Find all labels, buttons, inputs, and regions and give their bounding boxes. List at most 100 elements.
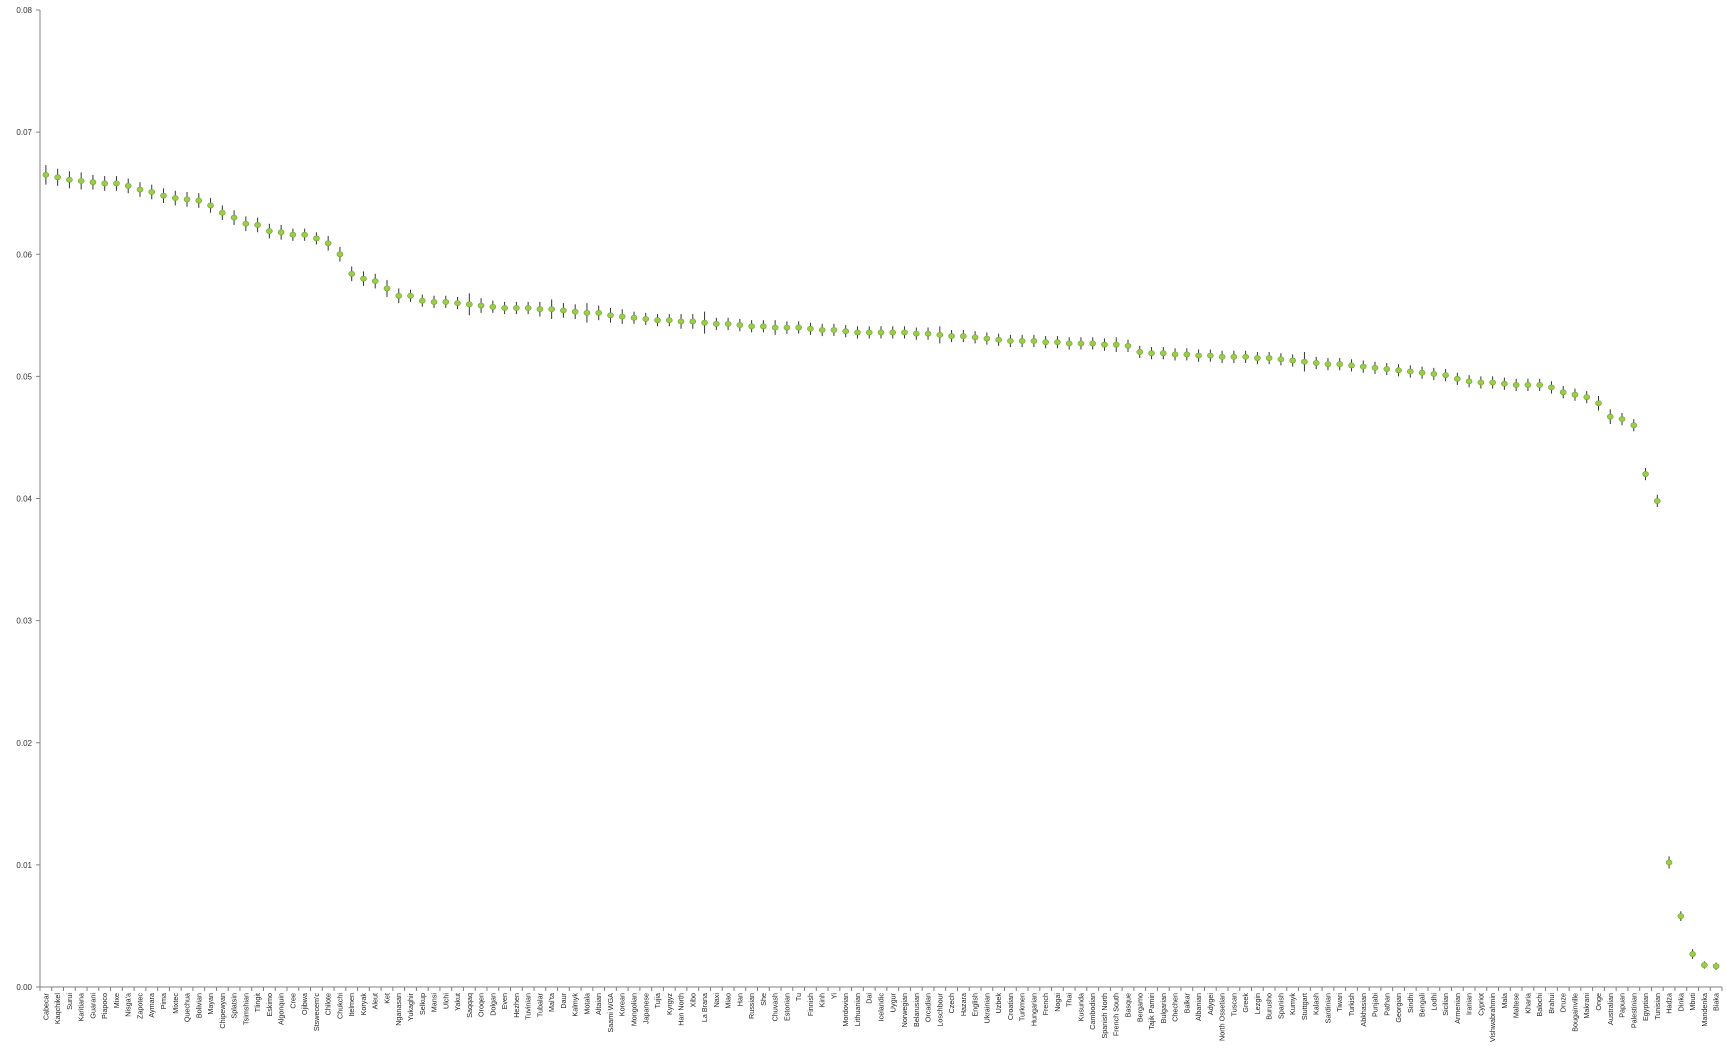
- data-point: [642, 316, 650, 322]
- data-point-group: [795, 321, 802, 334]
- x-category-label: Karitiana: [77, 993, 86, 1021]
- x-category-label: Quechua: [183, 993, 192, 1022]
- data-point-group: [1395, 364, 1402, 377]
- data-point-group: [230, 210, 238, 225]
- data-point: [677, 318, 685, 325]
- data-point: [689, 318, 697, 325]
- data-point-group: [1383, 362, 1391, 376]
- data-point: [113, 180, 120, 187]
- data-point: [654, 317, 661, 324]
- x-category-label: Japanese: [641, 993, 650, 1024]
- x-category-label: Sindhi: [1406, 993, 1415, 1013]
- x-category-label: Kalmyk: [571, 993, 580, 1017]
- x-category-label: Nganasan: [394, 993, 403, 1026]
- data-point-group: [1418, 366, 1426, 379]
- y-tick-label: 0.06: [16, 250, 32, 259]
- x-category-label: Iranian: [1465, 993, 1474, 1015]
- data-point-group: [960, 329, 967, 343]
- x-category-label: Norwegian: [900, 993, 909, 1027]
- data-point-group: [983, 332, 991, 345]
- y-tick-label: 0.08: [16, 6, 32, 15]
- data-point-group: [219, 205, 226, 221]
- x-category-label: Bolivian: [194, 993, 203, 1018]
- data-point-group: [1524, 378, 1532, 392]
- data-point-group: [1654, 494, 1661, 508]
- x-category-label: Uygur: [888, 992, 897, 1012]
- x-category-label: Zapotec: [135, 993, 144, 1019]
- data-point-group: [818, 323, 826, 337]
- data-point-group: [536, 301, 544, 317]
- data-point: [1618, 416, 1626, 423]
- data-point-group: [1030, 334, 1038, 348]
- data-point-group: [1689, 949, 1696, 959]
- x-category-label: Kharia: [1523, 993, 1532, 1014]
- data-point-group: [595, 305, 603, 321]
- data-point: [1442, 372, 1449, 379]
- data-point-group: [854, 326, 861, 339]
- data-point-group: [689, 314, 697, 329]
- x-category-label: Tuvinian: [524, 993, 533, 1020]
- data-point: [219, 209, 226, 216]
- data-point: [1359, 363, 1367, 370]
- data-point: [324, 240, 332, 247]
- x-category-label: Turkmen: [1018, 993, 1027, 1021]
- data-point-group: [183, 191, 191, 207]
- data-point: [101, 180, 108, 187]
- data-point-group: [195, 193, 203, 208]
- x-category-label: Estonian: [782, 993, 791, 1021]
- data-point-group: [1548, 381, 1555, 394]
- data-point-group: [1065, 337, 1073, 350]
- data-point-group: [1018, 334, 1026, 348]
- x-category-label: Tu: [794, 993, 803, 1001]
- data-point-group: [713, 317, 720, 330]
- data-point-group: [677, 314, 685, 329]
- x-category-label: Chipewyan: [218, 993, 227, 1029]
- x-category-label: Australian: [1606, 993, 1615, 1025]
- x-category-label: Brahui: [1547, 993, 1556, 1014]
- x-category-label: Surui: [65, 993, 74, 1010]
- x-category-label: Hazara: [959, 993, 968, 1016]
- x-category-label: Orcadian: [924, 993, 933, 1022]
- x-category-label: Dai: [865, 993, 874, 1004]
- data-point: [1630, 422, 1638, 429]
- x-category-label: Bulgarian: [1159, 993, 1168, 1023]
- data-point: [971, 334, 979, 341]
- data-point: [266, 228, 273, 234]
- data-point-group: [1348, 359, 1355, 372]
- x-category-label: Naxi: [712, 993, 721, 1008]
- data-point-group: [289, 228, 297, 241]
- data-point-group: [1265, 351, 1273, 365]
- x-category-label: Papuan: [1618, 993, 1627, 1018]
- data-point-group: [1442, 369, 1449, 382]
- data-point-group: [771, 320, 779, 335]
- data-point: [277, 229, 285, 236]
- data-point: [1477, 379, 1485, 386]
- x-category-label: Ket: [382, 993, 391, 1004]
- x-category-label: Spanish: [1276, 993, 1285, 1019]
- data-point: [1136, 349, 1144, 355]
- data-point-group: [654, 314, 661, 327]
- x-category-label: Georgian: [1394, 993, 1403, 1023]
- x-category-label: Algonquin: [277, 993, 286, 1025]
- x-category-label: Greek: [1241, 993, 1250, 1013]
- x-category-label: Vishwabrahmin: [1488, 993, 1497, 1042]
- data-point-group: [101, 176, 108, 191]
- data-point-group: [42, 165, 50, 185]
- data-point-group: [548, 299, 555, 319]
- x-category-label: Aleut: [371, 993, 380, 1009]
- x-category-label: Lezgin: [1253, 993, 1262, 1014]
- data-point: [1712, 963, 1720, 970]
- data-point: [607, 312, 614, 319]
- y-tick-label: 0.04: [16, 495, 32, 504]
- x-category-label: She: [759, 993, 768, 1006]
- data-point: [501, 305, 508, 311]
- data-point: [665, 317, 673, 324]
- data-point-group: [395, 288, 403, 304]
- data-point-group: [1171, 348, 1179, 361]
- data-point: [489, 303, 497, 310]
- data-point: [442, 298, 450, 305]
- data-marks: [42, 165, 1720, 970]
- data-point-group: [1254, 351, 1261, 365]
- data-point-group: [124, 178, 132, 194]
- data-point: [1595, 400, 1602, 407]
